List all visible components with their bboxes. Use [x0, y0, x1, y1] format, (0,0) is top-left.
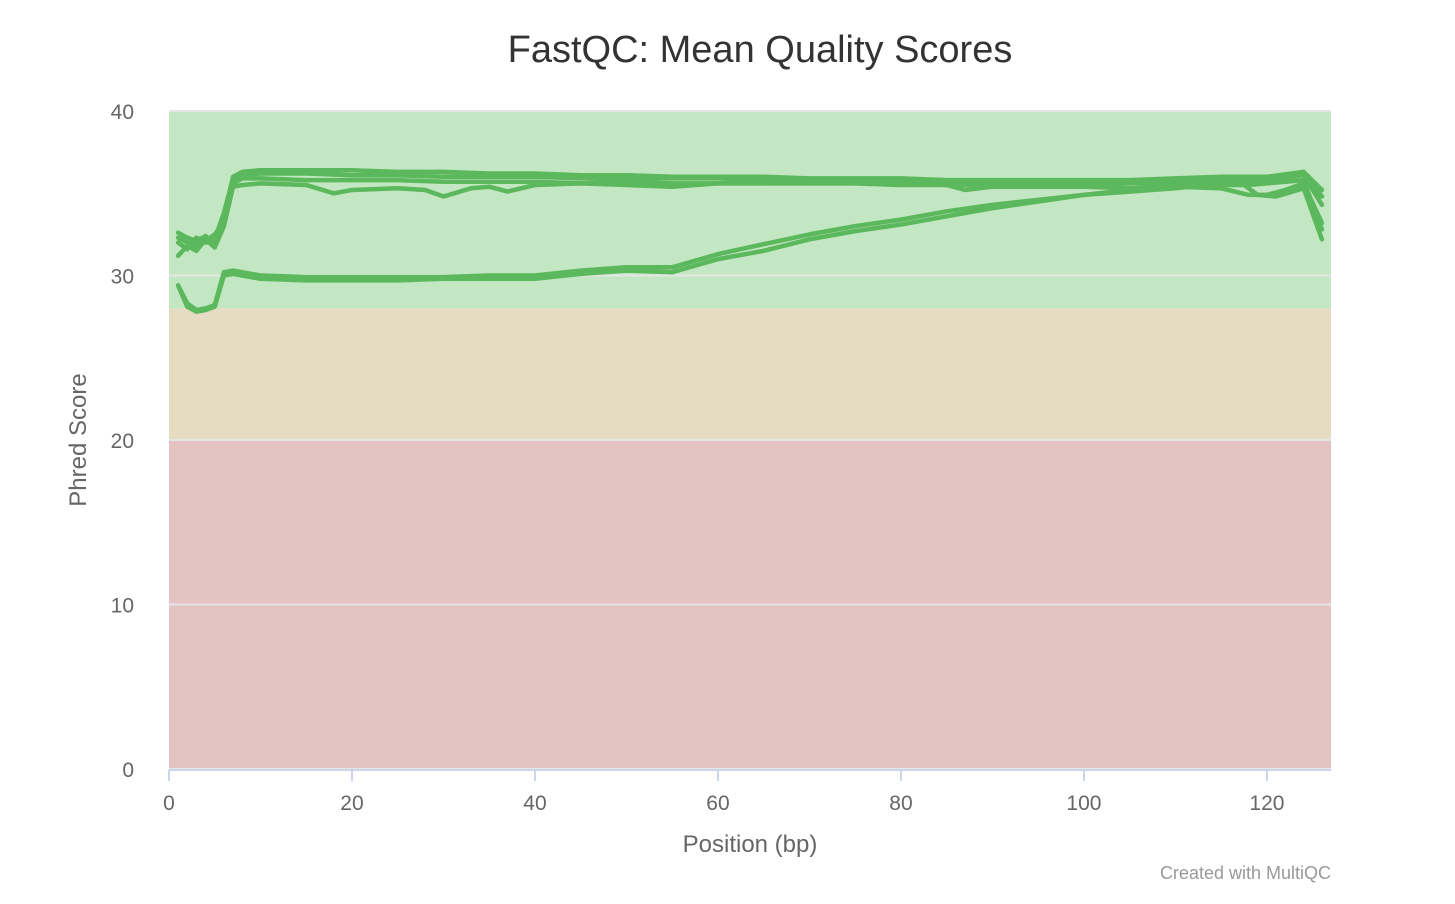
series-line-5[interactable] — [175, 179, 1325, 313]
x-tick-labels: 0 20 40 60 80 100 120 — [163, 792, 1284, 815]
x-tick-label-4: 80 — [889, 792, 912, 815]
x-tick-label-3: 60 — [706, 792, 729, 815]
x-tick-label-6: 120 — [1249, 792, 1284, 815]
x-tick-label-2: 40 — [523, 792, 546, 815]
x-tick-label-5: 100 — [1066, 792, 1101, 815]
axes — [168, 769, 1331, 781]
y-axis-label: Phred Score — [65, 373, 92, 506]
y-tick-label-3: 30 — [111, 266, 134, 289]
y-tick-labels: 0 10 20 30 40 — [111, 101, 134, 782]
credit-text[interactable]: Created with MultiQC — [1160, 863, 1331, 883]
x-axis-label: Position (bp) — [683, 831, 818, 858]
chart-title: FastQC: Mean Quality Scores — [508, 29, 1013, 71]
y-tick-label-0: 0 — [122, 759, 134, 782]
quality-band-1 — [169, 308, 1331, 440]
x-tick-label-1: 20 — [340, 792, 363, 815]
x-tick-label-0: 0 — [163, 792, 175, 815]
y-tick-label-1: 10 — [111, 595, 134, 618]
y-tick-label-4: 40 — [111, 101, 134, 124]
y-tick-label-2: 20 — [111, 430, 134, 453]
series-lines — [175, 167, 1325, 314]
